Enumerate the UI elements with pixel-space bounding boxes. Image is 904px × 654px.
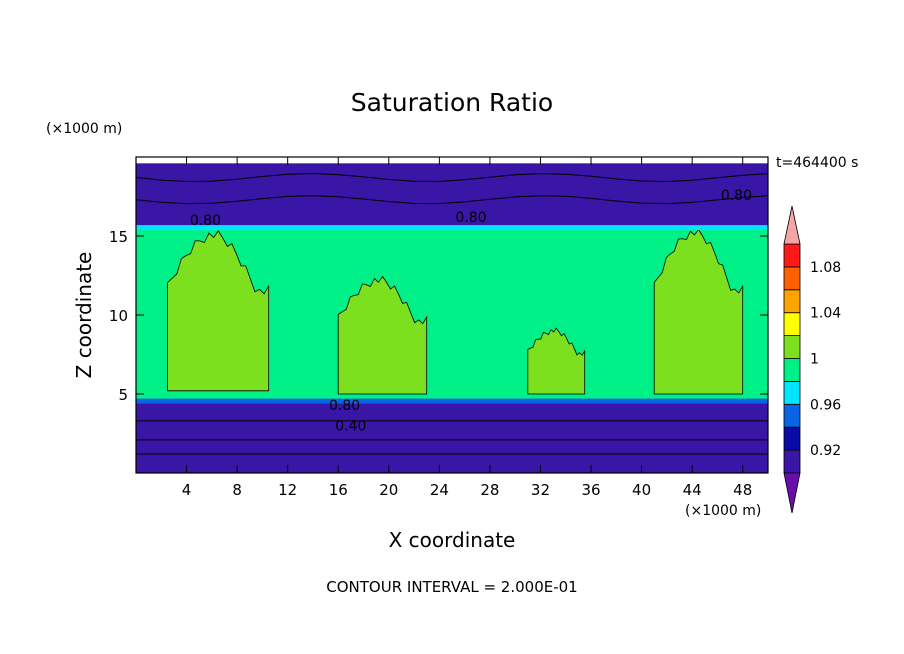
colorbar-box-3 (783, 380, 801, 405)
x-tick-label-12: 12 (278, 481, 297, 499)
y-tick-label-10: 10 (109, 307, 128, 325)
contour-interval-footer: CONTOUR INTERVAL = 2.000E-01 (326, 578, 578, 596)
contour-label-1: 0.80 (455, 210, 486, 226)
field-layer: 0.80 0.80 0.80 0.80 0.40 (136, 163, 768, 473)
contour-upper-2 (136, 172, 768, 183)
lower-fringe (136, 398, 768, 402)
colorbar-label-0: 0.92 (810, 443, 841, 459)
colorbar-box-1 (783, 426, 801, 451)
supersat-column-1 (167, 230, 270, 392)
colorbar-box-7 (783, 289, 801, 314)
x-tick-label-36: 36 (581, 481, 600, 499)
x-tick-label-48: 48 (733, 481, 752, 499)
colorbar-arrow-high (783, 205, 801, 245)
y-tick-label-5: 5 (118, 386, 128, 404)
colorbar: 0.92 0.96 1 1.04 1.08 (783, 205, 841, 514)
colorbar-label-1: 0.96 (810, 397, 841, 413)
x-tick-label-28: 28 (480, 481, 499, 499)
y-units-label: (×1000 m) (46, 121, 123, 137)
chart-title: Saturation Ratio (350, 88, 554, 117)
colorbar-box-5 (783, 335, 801, 359)
contour-label-0: 0.80 (190, 213, 221, 229)
colorbar-box-6 (783, 312, 801, 337)
x-tick-label-24: 24 (430, 481, 449, 499)
contour-label-3: 0.80 (329, 398, 360, 414)
colorbar-box-8 (783, 266, 801, 291)
x-tick-label-16: 16 (329, 481, 348, 499)
x-units-label: (×1000 m) (685, 503, 762, 519)
x-axis-label: X coordinate (388, 528, 516, 552)
colorbar-box-9 (783, 243, 801, 268)
supersat-column-3 (527, 327, 586, 395)
x-tick-label-8: 8 (232, 481, 242, 499)
x-tick-label-32: 32 (531, 481, 550, 499)
colorbar-label-3: 1.04 (810, 306, 841, 322)
x-tick-label-40: 40 (632, 481, 651, 499)
y-tick-label-15: 15 (109, 228, 128, 246)
colorbar-label-2: 1 (810, 352, 819, 368)
colorbar-label-4: 1.08 (810, 260, 841, 276)
contour-label-2: 0.80 (721, 188, 752, 204)
x-tick-label-20: 20 (379, 481, 398, 499)
lower-dry-layer (136, 403, 768, 473)
contour-label-4: 0.40 (335, 419, 366, 435)
supersat-column-2 (337, 275, 428, 395)
upper-fringe (136, 225, 768, 231)
contour-080-upper (136, 195, 768, 205)
x-tick-label-4: 4 (182, 481, 192, 499)
y-axis-label: Z coordinate (72, 251, 96, 379)
supersat-column-4 (653, 228, 744, 395)
time-label: t=464400 s (776, 155, 859, 171)
colorbar-box-4 (783, 358, 801, 382)
colorbar-box-2 (783, 403, 801, 428)
colorbar-box-0 (783, 449, 801, 474)
colorbar-arrow-low (783, 472, 801, 514)
upper-dry-layer (136, 163, 768, 229)
x-tick-label-44: 44 (683, 481, 702, 499)
